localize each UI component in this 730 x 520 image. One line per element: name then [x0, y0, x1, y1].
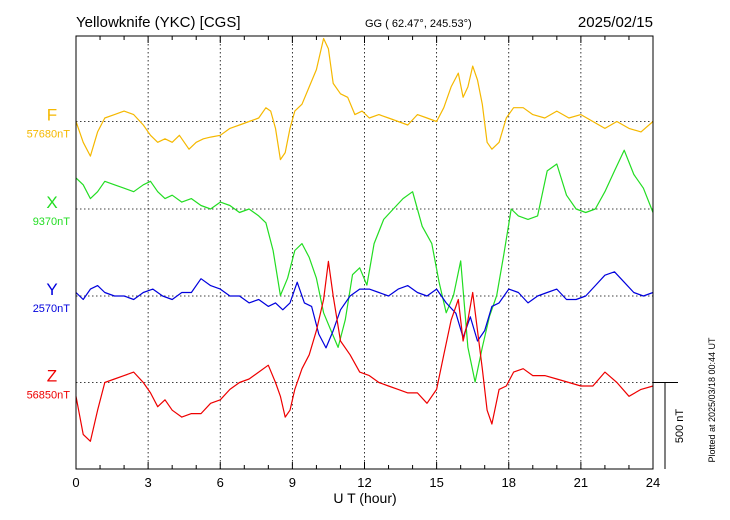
baseline-value-x: 9370nT	[33, 216, 71, 228]
series-line-x	[75, 149, 654, 383]
coordinates-label: GG ( 62.47°, 245.53°)	[365, 18, 472, 30]
x-axis-ticks: 0 3 6 9 12 15 18 21 24	[72, 36, 660, 490]
x-axis-label: U T (hour)	[333, 490, 396, 506]
x-tick-label: 15	[429, 475, 443, 490]
series-layer	[75, 37, 654, 442]
plot-date: 2025/02/15	[578, 14, 653, 31]
baseline-value-y: 2570nT	[33, 303, 71, 315]
baseline-value-z: 56850nT	[27, 390, 71, 402]
scale-bar: 500 nT	[653, 382, 686, 469]
x-tick-label: 9	[289, 475, 296, 490]
grid-lines	[76, 36, 653, 469]
x-tick-label: 24	[646, 475, 660, 490]
baseline-value-f: 57680nT	[27, 129, 71, 141]
series-name-z: Z	[47, 367, 57, 386]
x-tick-label: 12	[357, 475, 371, 490]
scale-bar-label: 500 nT	[674, 409, 686, 444]
series-name-f: F	[47, 106, 57, 125]
series-line-y	[75, 271, 654, 349]
x-tick-label: 0	[72, 475, 79, 490]
series-name-x: X	[46, 193, 57, 212]
x-tick-label: 18	[502, 475, 516, 490]
series-line-f	[75, 37, 654, 161]
x-tick-label: 6	[217, 475, 224, 490]
x-tick-label: 3	[145, 475, 152, 490]
x-tick-label: 21	[574, 475, 588, 490]
series-labels: F 57680nT X 9370nT Y 2570nT Z 56850nT	[27, 106, 71, 402]
series-name-y: Y	[46, 280, 57, 299]
series-line-z	[75, 260, 654, 442]
plotted-at-footnote: Plotted at 2025/03/18 00:44 UT	[707, 337, 717, 463]
station-title: Yellowknife (YKC) [CGS]	[76, 14, 241, 31]
